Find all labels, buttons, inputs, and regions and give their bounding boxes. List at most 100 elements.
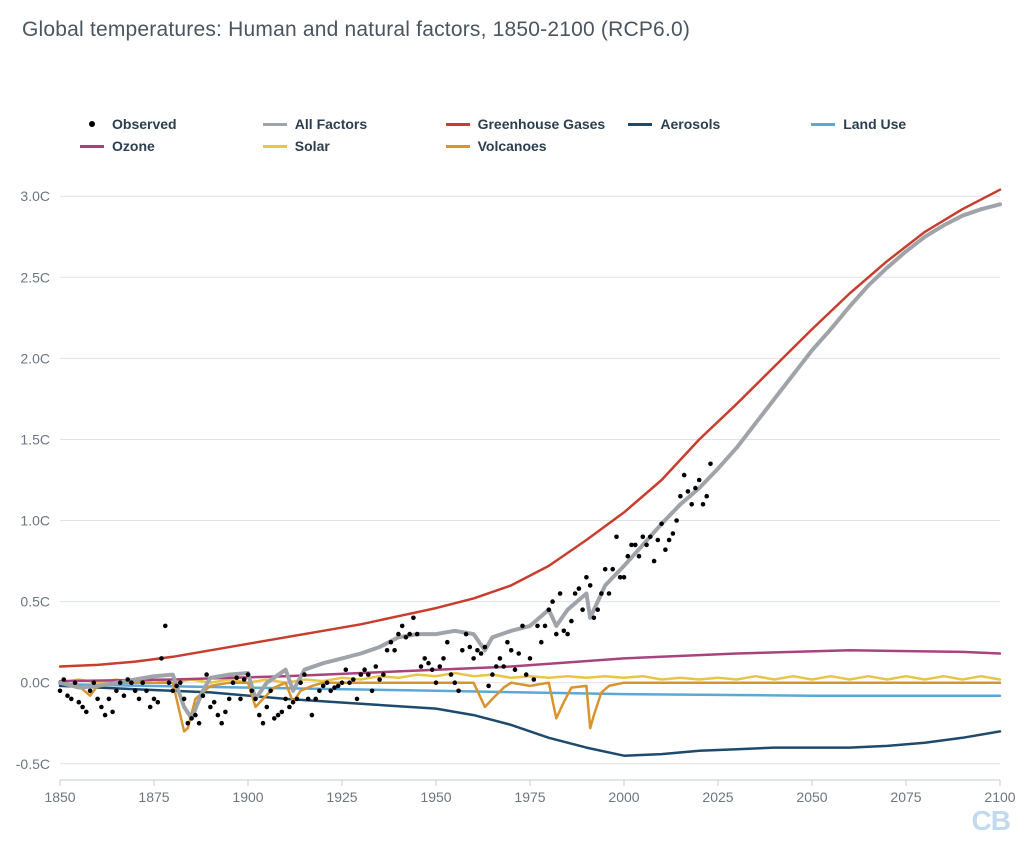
observed-point (103, 713, 108, 718)
legend-label: Observed (112, 116, 177, 132)
observed-point (219, 721, 224, 726)
series-all_factors (60, 204, 1000, 718)
observed-point (656, 538, 661, 543)
observed-point (595, 607, 600, 612)
y-tick-label: 1.5C (20, 431, 50, 447)
observed-point (426, 661, 431, 666)
observed-point (310, 713, 315, 718)
x-tick-label: 2025 (702, 789, 733, 805)
observed-point (287, 705, 292, 710)
observed-point (317, 689, 322, 694)
legend-label: Volcanoes (478, 138, 547, 154)
observed-point (167, 680, 172, 685)
observed-point (704, 494, 709, 499)
observed-point (238, 697, 243, 702)
observed-point (652, 559, 657, 564)
observed-point (667, 538, 672, 543)
observed-point (159, 656, 164, 661)
observed-point (178, 680, 183, 685)
observed-point (430, 667, 435, 672)
observed-point (689, 502, 694, 507)
observed-point (505, 640, 510, 645)
observed-point (95, 697, 100, 702)
observed-point (550, 599, 555, 604)
observed-point (268, 689, 273, 694)
legend-item-aerosols: Aerosols (628, 116, 811, 132)
observed-point (535, 624, 540, 629)
observed-point (340, 680, 345, 685)
observed-point (693, 486, 698, 491)
observed-point (261, 721, 266, 726)
observed-point (513, 667, 518, 672)
legend-item-volcanoes: Volcanoes (446, 138, 629, 154)
observed-point (163, 624, 168, 629)
observed-point (483, 645, 488, 650)
observed-point (701, 502, 706, 507)
observed-point (298, 680, 303, 685)
observed-point (321, 684, 326, 689)
plot-svg: -0.5C0.0C0.5C1.0C1.5C2.0C2.5C3.0C1850187… (60, 180, 1000, 780)
x-tick-label: 1925 (326, 789, 357, 805)
observed-point (227, 697, 232, 702)
observed-point (445, 640, 450, 645)
observed-point (62, 677, 67, 682)
observed-point (415, 632, 420, 637)
observed-point (302, 672, 307, 677)
observed-point (607, 591, 612, 596)
observed-point (88, 689, 93, 694)
legend-label: Greenhouse Gases (478, 116, 606, 132)
x-tick-label: 2050 (796, 789, 827, 805)
observed-point (407, 632, 412, 637)
legend-label: Aerosols (660, 116, 720, 132)
observed-point (490, 672, 495, 677)
observed-point (637, 554, 642, 559)
observed-point (501, 664, 506, 669)
y-tick-label: 1.0C (20, 513, 50, 529)
observed-point (539, 640, 544, 645)
y-tick-label: 2.0C (20, 350, 50, 366)
y-tick-label: 2.5C (20, 269, 50, 285)
watermark: CB (972, 805, 1010, 837)
legend-item-observed: Observed (80, 116, 263, 132)
x-tick-label: 1975 (514, 789, 545, 805)
observed-point (234, 676, 239, 681)
legend-label: All Factors (295, 116, 367, 132)
observed-point (291, 700, 296, 705)
observed-point (648, 535, 653, 540)
observed-point (580, 607, 585, 612)
observed-point (325, 680, 330, 685)
observed-point (573, 591, 578, 596)
observed-point (663, 547, 668, 552)
observed-point (520, 624, 525, 629)
observed-point (392, 648, 397, 653)
legend-swatch-line (263, 145, 287, 148)
observed-point (441, 656, 446, 661)
legend-item-greenhouse_gases: Greenhouse Gases (446, 116, 629, 132)
observed-point (295, 697, 300, 702)
observed-point (272, 716, 277, 721)
legend-swatch-dot (89, 121, 95, 127)
observed-point (110, 710, 115, 715)
observed-point (404, 635, 409, 640)
x-tick-label: 1950 (420, 789, 451, 805)
observed-point (400, 624, 405, 629)
observed-point (370, 689, 375, 694)
observed-point (396, 632, 401, 637)
observed-point (355, 697, 360, 702)
observed-point (641, 535, 646, 540)
observed-point (603, 567, 608, 572)
observed-point (197, 721, 202, 726)
x-tick-label: 2075 (890, 789, 921, 805)
observed-point (118, 680, 123, 685)
observed-point (678, 494, 683, 499)
legend-swatch-line (811, 123, 835, 126)
observed-point (610, 567, 615, 572)
observed-point (208, 705, 213, 710)
y-tick-label: 3.0C (20, 188, 50, 204)
observed-point (471, 656, 476, 661)
observed-point (697, 478, 702, 483)
observed-point (686, 489, 691, 494)
x-tick-label: 2100 (984, 789, 1015, 805)
chart-container: Global temperatures: Human and natural f… (0, 0, 1024, 845)
observed-point (257, 713, 262, 718)
